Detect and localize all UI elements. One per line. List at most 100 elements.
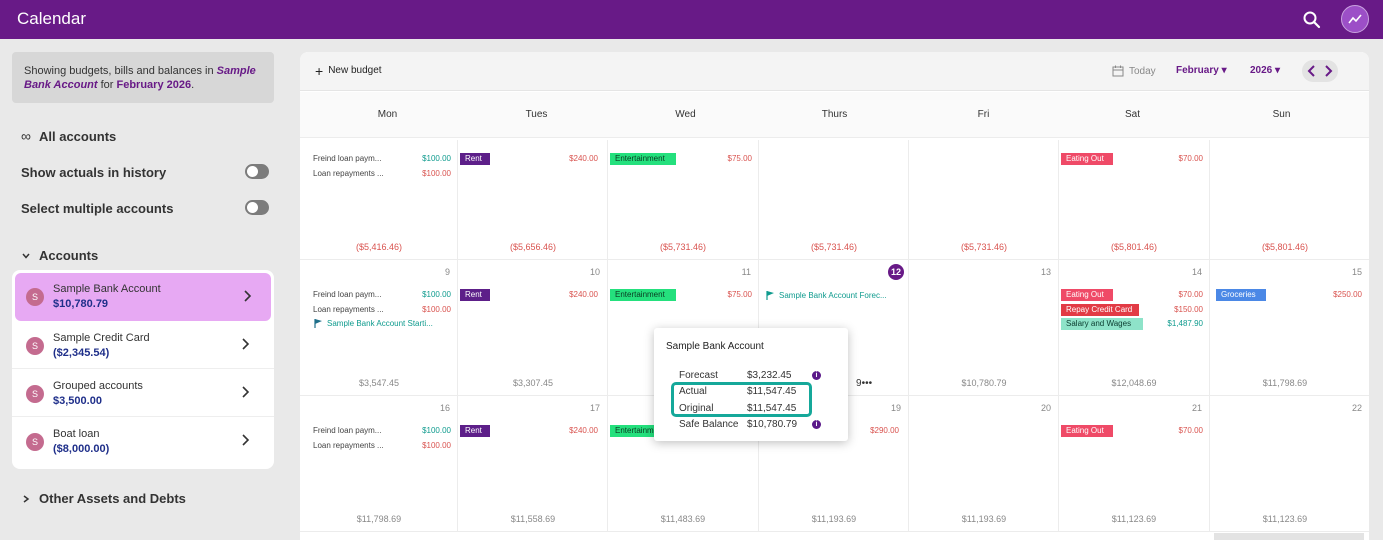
transaction-amount: $150.00 [1174,305,1203,314]
transaction[interactable]: Loan repayments ... $100.00 [300,440,458,452]
day-cell[interactable]: 14 Eating Out $70.00 Repay Credit Card $15… [1059,260,1210,396]
app-title: Calendar [17,9,86,28]
trend-icon[interactable] [1341,5,1369,33]
category-tag: Entertainment [610,289,676,301]
day-balance: $10,780.79 [961,378,1007,388]
transaction[interactable]: Rent $240.00 [458,425,605,437]
transaction[interactable]: $290.00 [759,425,906,437]
day-cell[interactable]: 16 Freind loan paym... $100.00 Loan repay… [300,396,458,532]
day-cell[interactable]: 15 Groceries $250.00 $11,798.69 [1210,260,1369,396]
accounts-header-label: Accounts [39,248,99,263]
transaction-amount: $240.00 [569,426,598,435]
transaction-amount: $100.00 [422,426,451,435]
account-item-sample-bank[interactable]: S Sample Bank Account $10,780.79 [15,273,271,321]
info-icon[interactable]: i [812,371,821,380]
chevron-right-icon [242,338,250,350]
weekday-thu: Thurs [821,109,848,120]
day-cell[interactable]: 21 Eating Out $70.00 $11,123.69 [1059,396,1210,532]
day-cell[interactable]: ($5,801.46) [1210,140,1369,260]
account-balance: $10,780.79 [53,298,109,310]
select-multiple-toggle[interactable] [245,200,269,215]
day-cell[interactable]: Entertainment $75.00 ($5,731.46) [608,140,759,260]
transaction[interactable]: Rent $240.00 [458,289,605,301]
transaction[interactable]: Freind loan paym... $100.00 [300,289,458,301]
transaction[interactable]: Groceries $250.00 [1210,289,1369,301]
day-balance: $11,483.69 [660,514,706,524]
account-balance: $3,500.00 [53,395,102,407]
balance-marker[interactable]: Sample Bank Account Starti... [314,319,433,328]
today-day-number: 12 [888,264,904,280]
all-accounts-link[interactable]: ∞ All accounts [21,128,116,144]
transaction[interactable]: Entertainment $75.00 [608,153,759,165]
day-number: 10 [589,267,600,277]
day-balance: ($5,801.46) [1261,242,1309,252]
all-accounts-label: All accounts [38,128,117,144]
day-cell[interactable]: ($5,731.46) [759,140,909,260]
transaction-amount: $240.00 [569,290,598,299]
more-options-icon[interactable]: 9••• [856,378,873,389]
transaction[interactable]: Eating Out $70.00 [1059,425,1210,437]
day-number: 17 [589,403,600,413]
day-number: 14 [1191,267,1202,277]
chevron-right-icon[interactable] [1320,63,1336,79]
popup-value: $10,780.79 [747,419,798,430]
month-value: February [1176,65,1219,76]
category-tag: Rent [460,289,490,301]
day-cell[interactable]: ($5,731.46) [909,140,1059,260]
transaction[interactable]: Eating Out $70.00 [1059,289,1210,301]
new-budget-button[interactable]: + New budget [315,64,382,78]
infinity-icon: ∞ [21,128,31,144]
category-tag: Rent [460,425,490,437]
transaction[interactable]: Eating Out $70.00 [1059,153,1210,165]
day-cell[interactable]: 10 Rent $240.00 $3,307.45 [458,260,608,396]
weekday-sun: Sun [1272,109,1291,120]
day-number: 22 [1351,403,1362,413]
other-assets-label: Other Assets and Debts [39,491,186,506]
day-cell[interactable]: 22 $11,123.69 [1210,396,1369,532]
transaction[interactable]: Repay Credit Card $150.00 [1059,304,1210,316]
day-number: 19 [890,403,901,413]
day-balance: $3,307.45 [512,378,554,388]
day-cell[interactable]: Freind loan paym... $100.00 Loan repaymen… [300,140,458,260]
transaction[interactable]: Loan repayments ... $100.00 [300,168,458,180]
search-icon[interactable] [1302,10,1322,30]
transaction-amount: $70.00 [1178,290,1203,299]
account-item-credit-card[interactable]: S Sample Credit Card ($2,345.54) [12,321,274,369]
info-suffix: . [191,79,195,91]
month-select[interactable]: February ▾ [1176,65,1227,76]
avatar: S [26,385,44,403]
transaction[interactable]: Entertainment $75.00 [608,289,759,301]
day-balance: $11,193.69 [961,514,1007,524]
account-item-boat-loan[interactable]: S Boat loan ($8,000.00) [12,417,274,465]
today-button[interactable]: Today [1112,65,1156,77]
info-mid: for [97,79,117,91]
day-cell[interactable]: 20 $11,193.69 [909,396,1059,532]
chevron-left-icon[interactable] [1304,63,1320,79]
day-cell[interactable]: 17 Rent $240.00 $11,558.69 [458,396,608,532]
popup-label: Forecast [679,370,718,381]
weekday-tue: Tues [525,109,548,120]
transaction[interactable]: Rent $240.00 [458,153,605,165]
day-cell[interactable]: 13 $10,780.79 [909,260,1059,396]
transaction[interactable]: Freind loan paym... $100.00 [300,153,458,165]
transaction[interactable]: Freind loan paym... $100.00 [300,425,458,437]
transaction[interactable]: Salary and Wages $1,487.90 [1059,318,1210,330]
popup-label: Safe Balance [679,419,739,430]
info-icon[interactable]: i [812,420,821,429]
day-balance: ($5,731.46) [659,242,707,252]
transaction[interactable]: Loan repayments ... $100.00 [300,304,458,316]
category-tag: Entertainment [610,153,676,165]
day-cell[interactable]: Eating Out $70.00 ($5,801.46) [1059,140,1210,260]
category-tag: Groceries [1216,289,1266,301]
other-assets-header[interactable]: Other Assets and Debts [21,491,186,506]
show-actuals-toggle[interactable] [245,164,269,179]
chevron-right-icon [242,386,250,398]
balance-marker[interactable]: Sample Bank Account Forec... [766,291,887,300]
year-select[interactable]: 2026 ▾ [1250,65,1281,76]
day-cell[interactable]: 9 Freind loan paym... $100.00 Loan repaym… [300,260,458,396]
accounts-header[interactable]: Accounts [21,248,98,263]
account-name: Boat loan [53,428,100,440]
day-cell[interactable]: Rent $240.00 ($5,656.46) [458,140,608,260]
transaction-amount: $70.00 [1178,426,1203,435]
account-item-grouped[interactable]: S Grouped accounts $3,500.00 [12,369,274,417]
